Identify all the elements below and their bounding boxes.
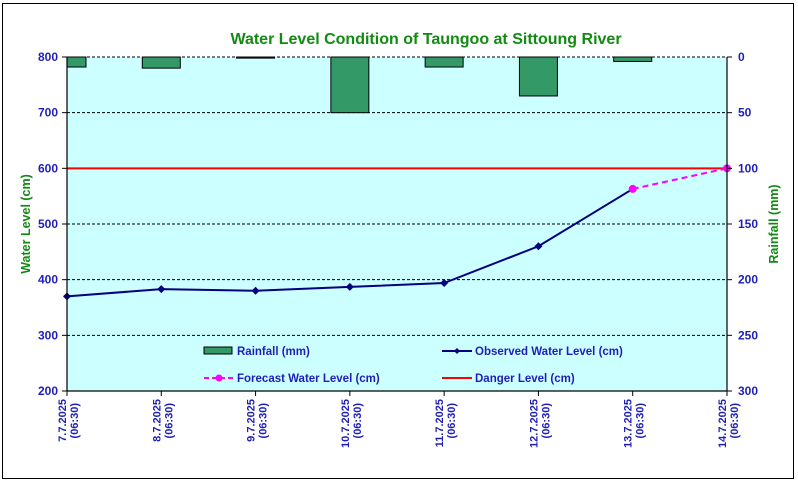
y2-tick-label: 100	[738, 161, 758, 175]
y2-tick-label: 250	[738, 328, 758, 342]
x-tick-label: 7.7.2025 (06:30)	[57, 399, 81, 442]
x-tick-label: 14.7.2025 (06:30)	[717, 399, 741, 448]
x-tick-date: 12.7.2025	[528, 399, 540, 448]
observed-point	[251, 286, 260, 295]
forecast-point	[628, 184, 637, 193]
x-tick-date: 7.7.2025	[57, 399, 69, 442]
x-tick-date: 14.7.2025	[717, 399, 729, 448]
series-lines	[63, 164, 731, 301]
rainfall-bar	[613, 56, 653, 62]
chart-title: Water Level Condition of Taungoo at Sitt…	[230, 31, 621, 48]
rainfall-bar	[518, 56, 558, 97]
y-tick-label: 700	[38, 106, 58, 120]
x-tick-label: 12.7.2025 (06:30)	[528, 399, 552, 448]
y-tick-label: 500	[38, 217, 58, 231]
legend-forecast-marker	[215, 374, 223, 382]
legend-label: Observed Water Level (cm)	[475, 346, 623, 358]
observed-point	[440, 279, 449, 288]
y-axis-title: Water Level (cm)	[19, 174, 33, 274]
observed-point	[534, 242, 543, 251]
y-tick-label: 300	[38, 328, 58, 342]
x-tick-label: 10.7.2025 (06:30)	[340, 399, 364, 448]
rainfall-bar	[330, 56, 370, 114]
y2-tick-label: 0	[738, 50, 745, 64]
legend-rainfall-swatch	[203, 346, 233, 355]
legend-label: Rainfall (mm)	[237, 346, 310, 358]
forecast-water-level-line	[632, 167, 728, 190]
y2-axis-title: Rainfall (mm)	[767, 184, 781, 263]
legend-label: Danger Level (cm)	[475, 373, 575, 385]
x-tick-time: (06:30)	[69, 403, 81, 439]
y2-tick-label: 50	[738, 106, 752, 120]
x-tick-date: 8.7.2025	[151, 399, 163, 442]
x-tick-time: (06:30)	[635, 403, 647, 439]
x-tick-time: (06:30)	[446, 403, 458, 439]
observed-point	[157, 285, 166, 294]
y-tick-label: 200	[38, 384, 58, 398]
x-tick-date: 10.7.2025	[340, 399, 352, 448]
rainfall-bar	[66, 56, 87, 68]
x-tick-time: (06:30)	[540, 403, 552, 439]
x-tick-date: 13.7.2025	[623, 399, 635, 448]
y2-tick-label: 300	[738, 384, 758, 398]
rainfall-bar	[424, 56, 464, 68]
x-tick-label: 11.7.2025 (06:30)	[434, 399, 458, 447]
rainfall-bars	[66, 56, 653, 114]
x-tick-time: (06:30)	[258, 403, 270, 439]
x-tick-time: (06:30)	[729, 403, 741, 439]
y-tick-labels: 800 700 600 500 400 300 200	[38, 50, 58, 398]
legend: Rainfall (mm) Observed Water Level (cm) Fo…	[203, 346, 623, 385]
y2-tick-label: 200	[738, 273, 758, 287]
y-tick-label: 600	[38, 161, 58, 175]
x-tick-date: 11.7.2025	[434, 399, 446, 447]
axes	[62, 56, 732, 396]
y-tick-label: 800	[38, 50, 58, 64]
x-tick-labels: 7.7.2025 (06:30) 8.7.2025 (06:30) 9.7.2025 (0…	[57, 399, 741, 448]
legend-observed-marker	[454, 348, 460, 354]
x-tick-label: 13.7.2025 (06:30)	[623, 399, 647, 448]
y2-tick-label: 150	[738, 217, 758, 231]
y-tick-label: 400	[38, 273, 58, 287]
legend-label: Forecast Water Level (cm)	[237, 373, 380, 385]
x-tick-label: 8.7.2025 (06:30)	[151, 399, 175, 442]
x-tick-date: 9.7.2025	[246, 399, 258, 442]
y2-tick-labels: 0 50 100 150 200 250 300	[738, 50, 758, 398]
x-tick-time: (06:30)	[163, 403, 175, 439]
x-tick-time: (06:30)	[352, 403, 364, 439]
x-tick-label: 9.7.2025 (06:30)	[246, 399, 270, 442]
observed-point	[345, 282, 354, 291]
rainfall-bar	[236, 56, 276, 59]
rainfall-bar	[141, 56, 181, 69]
